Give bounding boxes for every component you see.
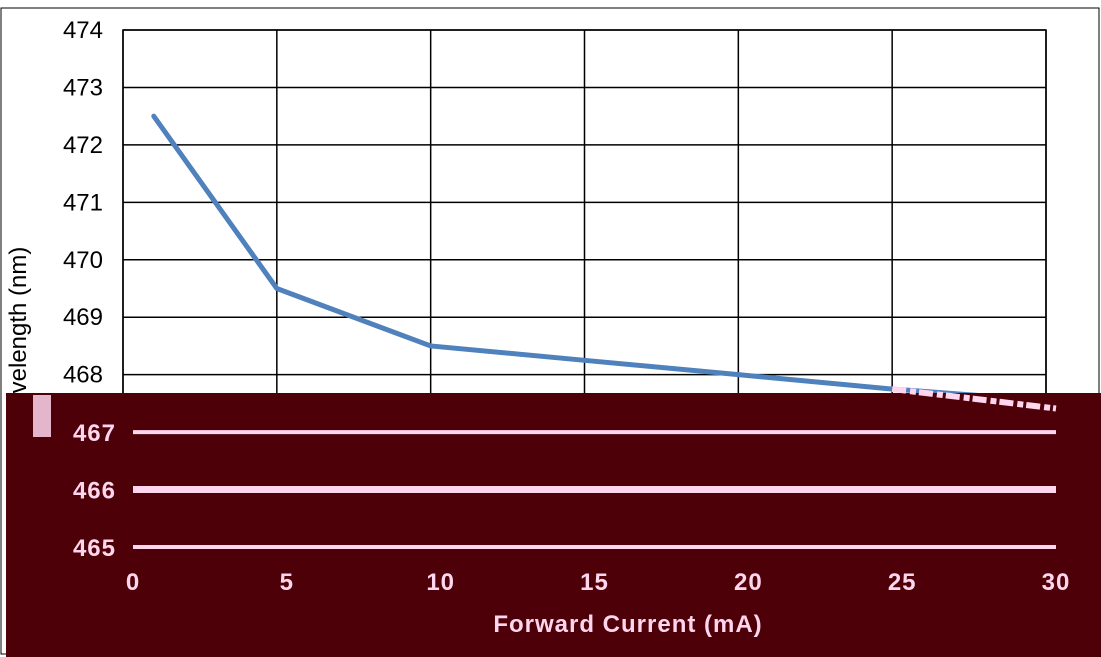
y-tick-label: 474 [63,17,103,44]
corrupted-y-tick-label: 466 [73,478,116,505]
corrupted-y-tick-label: 465 [73,535,116,562]
corrupted-x-tick-label: 30 [1042,569,1071,596]
y-tick-label: 472 [63,132,103,159]
corruption-band: 467 466 465 0 5 10 15 20 25 30 Forward Current (m… [6,386,1101,657]
corrupted-x-tick-label: 15 [580,569,609,596]
y-tick-label: 469 [63,304,103,331]
corruption-band-fill [6,393,1101,657]
corrupted-series-tail [891,386,1057,412]
y-tick-label: 468 [63,362,103,389]
corrupted-ylabel-fragment [33,395,51,437]
y-tick-label: 473 [63,74,103,101]
corrupted-x-tick-label: 25 [888,569,917,596]
corruption-lines [33,386,1057,549]
corrupted-x-tick-label: 5 [280,569,294,596]
corruption-tick-labels: 467 466 465 0 5 10 15 20 25 30 [73,420,1071,596]
corrupted-x-tick-label: 20 [734,569,763,596]
y-tick-label: 471 [63,189,103,216]
corrupted-x-tick-label: 10 [426,569,455,596]
y-tick-label: 470 [63,247,103,274]
y-axis-title: velength (nm) [5,247,32,394]
x-axis-title: Forward Current (mA) [493,611,762,638]
corrupted-x-tick-label: 0 [126,569,140,596]
corrupted-y-tick-label: 467 [73,420,116,447]
